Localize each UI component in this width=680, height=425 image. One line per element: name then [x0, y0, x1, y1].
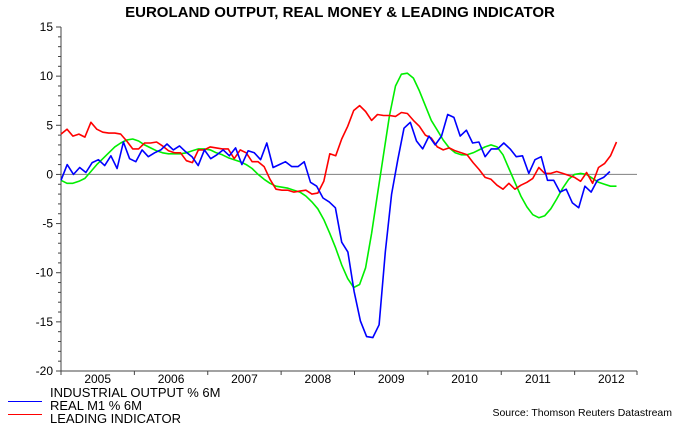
- x-tick-label: 2008: [304, 372, 331, 386]
- y-tick-label: -15: [36, 315, 54, 329]
- x-tick-label: 2006: [158, 372, 185, 386]
- legend-swatch-red: [8, 414, 42, 415]
- legend-item-industrial-output: INDUSTRIAL OUTPUT % 6M: [8, 385, 221, 402]
- x-tick-label: 2012: [598, 372, 625, 386]
- series-line-leading-indicator: [60, 72, 617, 289]
- legend-label: REAL M1 % 6M: [50, 398, 142, 413]
- legend-label: INDUSTRIAL OUTPUT % 6M: [50, 385, 221, 400]
- legend-label: LEADING INDICATOR: [50, 411, 181, 425]
- legend-item-leading-indicator: LEADING INDICATOR: [8, 412, 181, 425]
- x-tick-label: 2011: [525, 372, 551, 386]
- y-tick-label: -20: [36, 364, 54, 378]
- y-tick-label: 15: [40, 20, 54, 34]
- y-tick-label: 0: [46, 167, 53, 181]
- series-line-real-m1-6m: [60, 104, 618, 195]
- y-tick-label: 10: [40, 69, 54, 83]
- legend-swatch-blue: [8, 401, 42, 402]
- y-tick-label: -5: [42, 217, 53, 231]
- x-tick-label: 2005: [84, 372, 111, 386]
- chart-title: EUROLAND OUTPUT, REAL MONEY & LEADING IN…: [125, 4, 555, 21]
- y-tick-label: 5: [46, 118, 53, 132]
- x-tick-label: 2009: [378, 372, 405, 386]
- y-tick-label: -10: [36, 266, 54, 280]
- legend-item-real-m1: REAL M1 % 6M: [8, 398, 142, 415]
- x-tick-label: 2010: [451, 372, 478, 386]
- series-line-industrial-output-6m: [60, 113, 611, 339]
- source-note: Source: Thomson Reuters Datastream: [492, 407, 672, 419]
- x-tick-label: 2007: [231, 372, 258, 386]
